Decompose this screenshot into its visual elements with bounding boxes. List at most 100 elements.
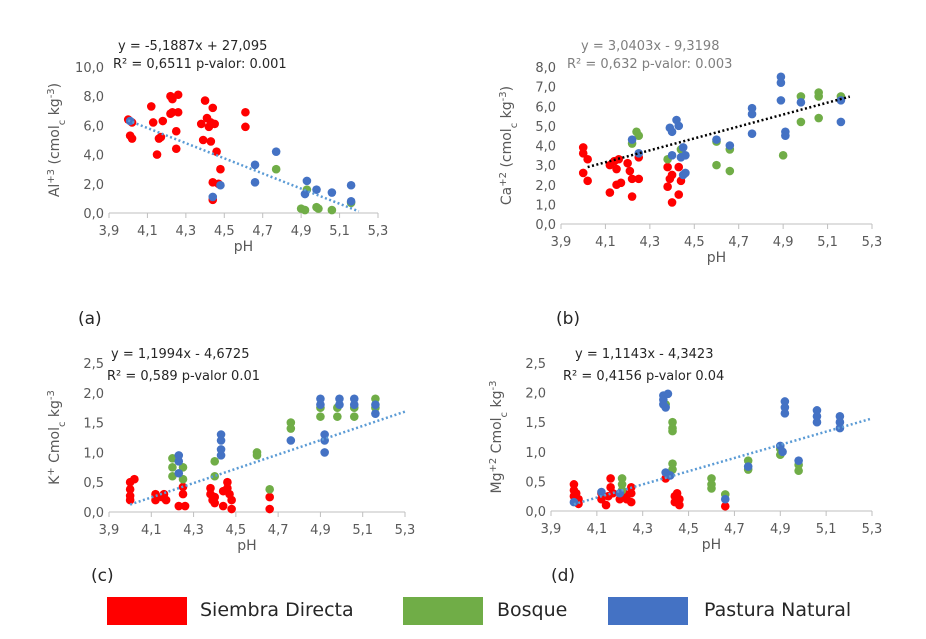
data-point-pastura-natural — [312, 185, 321, 194]
data-point-pastura-natural — [216, 445, 226, 454]
data-point-pastura-natural — [835, 411, 845, 421]
data-point-pastura-natural — [569, 497, 579, 507]
data-point-pastura-natural — [316, 400, 325, 410]
data-point-bosque — [333, 412, 342, 421]
data-point-siembra-directa — [626, 497, 636, 507]
data-point-siembra-directa — [634, 174, 644, 184]
data-point-pastura-natural — [174, 457, 184, 466]
data-point-bosque — [668, 417, 677, 427]
data-point-pastura-natural — [835, 417, 845, 427]
y-tick-label: 2,5 — [83, 357, 104, 372]
data-point-pastura-natural — [271, 147, 281, 156]
data-point-siembra-directa — [171, 144, 181, 154]
data-point-siembra-directa — [667, 198, 677, 207]
data-point-siembra-directa — [198, 135, 208, 145]
data-point-bosque — [168, 463, 177, 472]
legend-label-pastura-natural: Pastura Natural — [704, 599, 852, 621]
data-point-bosque — [707, 474, 716, 483]
data-point-siembra-directa — [227, 504, 236, 514]
data-point-pastura-natural — [674, 121, 684, 131]
y-tick-label: 5,0 — [535, 120, 556, 135]
data-point-pastura-natural — [780, 397, 790, 406]
data-point-siembra-directa — [605, 188, 615, 197]
y-tick-label: 7,0 — [535, 81, 556, 96]
data-point-pastura-natural — [781, 131, 790, 140]
x-tick-label: 4,3 — [640, 235, 661, 250]
x-tick-label: 3,9 — [551, 235, 572, 250]
data-point-bosque — [634, 131, 644, 140]
x-tick-label: 5,1 — [329, 224, 350, 239]
data-point-siembra-directa — [626, 488, 636, 498]
x-tick-label: 5,3 — [862, 235, 883, 250]
y-axis-label: Mg+2 Cmolc kg-3 — [488, 381, 510, 494]
x-axis-label: pH — [234, 239, 253, 255]
data-point-pastura-natural — [778, 447, 787, 457]
data-point-pastura-natural — [174, 468, 184, 478]
data-point-siembra-directa — [578, 143, 588, 152]
data-point-pastura-natural — [316, 394, 325, 404]
data-point-siembra-directa — [178, 489, 188, 499]
y-tick-label: 1,0 — [83, 446, 104, 461]
y-axis-label: Ca+2 (cmolc kg-3) — [498, 86, 520, 205]
data-point-siembra-directa — [601, 500, 611, 510]
y-tick-label: 4,0 — [83, 149, 104, 164]
data-point-siembra-directa — [125, 485, 135, 494]
data-point-pastura-natural — [812, 406, 822, 415]
x-tick-label: 4,5 — [678, 522, 699, 537]
data-point-siembra-directa — [173, 90, 183, 100]
x-tick-label: 4,1 — [137, 224, 158, 239]
data-point-siembra-directa — [208, 103, 218, 113]
data-point-pastura-natural — [597, 487, 606, 497]
x-tick-label: 3,9 — [541, 522, 562, 537]
data-point-bosque — [712, 160, 721, 170]
data-point-pastura-natural — [720, 494, 730, 504]
x-tick-label: 4,1 — [587, 522, 608, 537]
panel-label-a: (a) — [78, 309, 102, 329]
x-tick-label: 5,3 — [862, 522, 883, 537]
data-point-siembra-directa — [616, 178, 626, 188]
x-tick-label: 4,1 — [141, 523, 162, 538]
data-point-siembra-directa — [612, 164, 621, 174]
data-point-pastura-natural — [681, 168, 690, 178]
data-point-bosque — [271, 164, 281, 174]
data-point-pastura-natural — [663, 389, 673, 399]
x-tick-label: 4,5 — [214, 224, 235, 239]
data-point-pastura-natural — [335, 394, 344, 404]
data-point-siembra-directa — [156, 132, 166, 142]
data-point-siembra-directa — [583, 176, 592, 186]
data-point-pastura-natural — [327, 188, 337, 197]
y-tick-label: 0,0 — [525, 505, 546, 520]
data-point-pastura-natural — [250, 160, 260, 170]
y-tick-label: 4,0 — [535, 140, 556, 155]
panel-label-d: (d) — [551, 566, 576, 586]
x-axis-label: pH — [707, 250, 726, 266]
data-point-bosque — [617, 480, 627, 489]
data-point-bosque — [349, 412, 359, 421]
data-point-siembra-directa — [130, 474, 139, 484]
data-point-pastura-natural — [780, 403, 790, 412]
panel-label-c: (c) — [91, 566, 114, 586]
data-point-bosque — [814, 92, 823, 101]
data-point-siembra-directa — [583, 154, 592, 164]
data-point-bosque — [794, 466, 803, 476]
data-point-bosque — [668, 459, 677, 468]
data-point-pastura-natural — [812, 417, 822, 427]
data-point-bosque — [286, 424, 296, 433]
legend-swatch-pastura-natural — [608, 597, 688, 625]
data-point-pastura-natural — [776, 78, 786, 87]
y-axis-label: Al+3 (cmolc kg-3) — [46, 83, 68, 197]
r-squared-text: R² = 0,589 p-valor 0.01 — [107, 369, 260, 384]
x-tick-label: 4,3 — [183, 523, 204, 538]
data-point-siembra-directa — [627, 192, 637, 201]
data-point-siembra-directa — [218, 501, 228, 511]
x-axis-label: pH — [237, 538, 256, 554]
data-point-siembra-directa — [148, 118, 158, 127]
data-point-pastura-natural — [300, 189, 310, 199]
chart-panel-a: 3,9 4,1 4,3 4,5 4,7 4,9 5,1 5,3 0,0 2,0 4,0 6,0 8,0 1… — [46, 39, 389, 255]
data-point-bosque — [707, 484, 716, 493]
data-point-siembra-directa — [675, 494, 684, 504]
data-point-siembra-directa — [216, 164, 225, 174]
data-point-pastura-natural — [776, 96, 786, 105]
y-tick-label: 0,0 — [83, 506, 104, 521]
